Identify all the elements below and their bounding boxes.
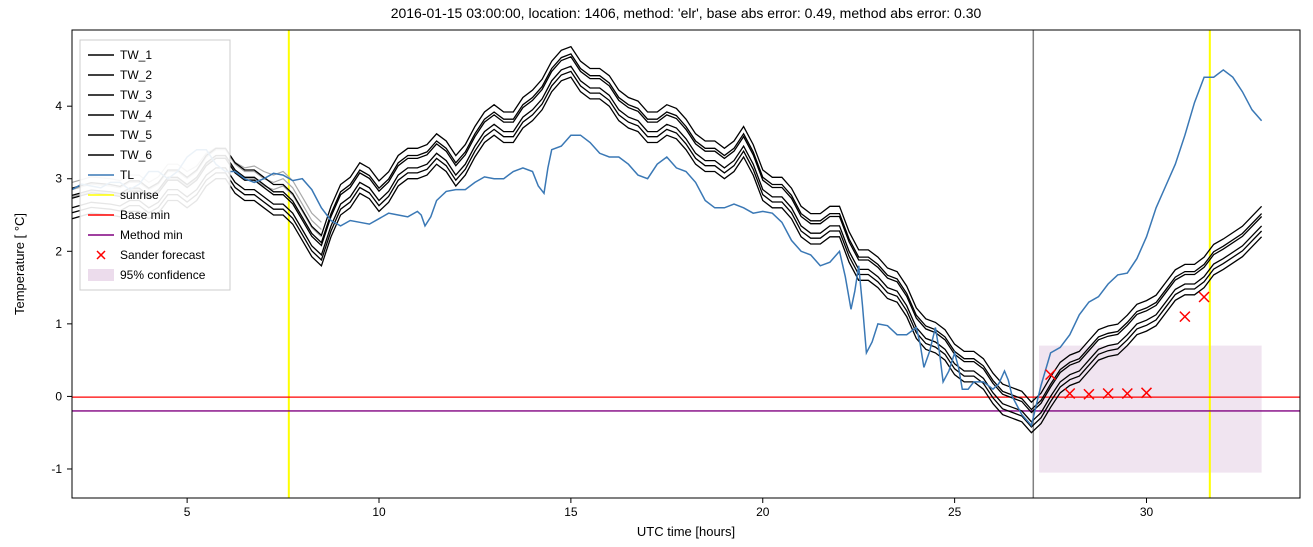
legend-item-label: sunrise: [120, 188, 159, 202]
y-tick-label: -1: [51, 462, 62, 476]
legend-item-label: TW_5: [120, 128, 152, 142]
legend-item-label: Method min: [120, 228, 183, 242]
legend-item-label: Sander forecast: [120, 248, 205, 262]
x-tick-label: 15: [564, 505, 578, 519]
x-tick-label: 25: [948, 505, 962, 519]
y-tick-label: 4: [55, 99, 62, 113]
chart-container: 5 10 15 20 25 30 -1 0 1 2 3 4 UTC time [hours] Temper…: [0, 0, 1313, 547]
x-axis-label: UTC time [hours]: [637, 524, 735, 539]
x-tick-label: 5: [184, 505, 191, 519]
legend-item-label: TW_1: [120, 48, 152, 62]
legend: TW_1 TW_2 TW_3 TW_4 TW_5 TW_6 TL sunrise Base mi…: [80, 40, 230, 290]
y-tick-label: 0: [55, 389, 62, 403]
legend-item-label: 95% confidence: [120, 268, 206, 282]
legend-item-label: TW_4: [120, 108, 152, 122]
y-tick-label: 1: [55, 317, 62, 331]
x-tick-label: 20: [756, 505, 770, 519]
chart-title: 2016-01-15 03:00:00, location: 1406, met…: [391, 5, 982, 21]
legend-item-label: TW_6: [120, 148, 152, 162]
legend-item-label: Base min: [120, 208, 170, 222]
x-tick-label: 30: [1140, 505, 1154, 519]
legend-item-label: TW_3: [120, 88, 152, 102]
y-axis-label: Temperature [ °C]: [12, 213, 27, 315]
y-tick-label: 3: [55, 172, 62, 186]
x-tick-label: 10: [372, 505, 386, 519]
legend-item-label: TW_2: [120, 68, 152, 82]
y-tick-label: 2: [55, 244, 62, 258]
chart-svg: 5 10 15 20 25 30 -1 0 1 2 3 4 UTC time [hours] Temper…: [0, 0, 1313, 547]
legend-item-label: TL: [120, 168, 134, 182]
